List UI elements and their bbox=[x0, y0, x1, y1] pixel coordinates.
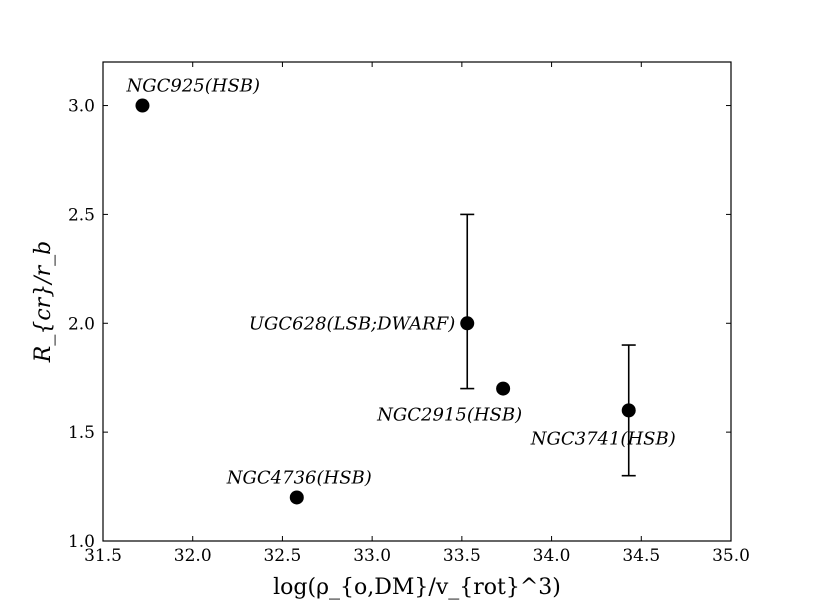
data-point bbox=[135, 98, 150, 113]
y-tick-label: 1.5 bbox=[68, 423, 95, 443]
data-points: NGC925(HSB) UGC628(LSB;DWARF) NGC2915(HSB)… bbox=[125, 76, 676, 505]
point-label: NGC2915(HSB) bbox=[376, 405, 522, 426]
data-point bbox=[621, 403, 636, 418]
data-point bbox=[289, 490, 304, 505]
point-label: UGC628(LSB;DWARF) bbox=[249, 313, 455, 334]
x-tick-label: 32.5 bbox=[263, 546, 301, 566]
y-axis-label: R_{cr}/r_b bbox=[31, 241, 56, 363]
x-axis-label: log(ρ_{o,DM}/v_{rot}^3) bbox=[273, 575, 561, 600]
x-tick-label: 34.0 bbox=[533, 546, 571, 566]
data-point-group: NGC4736(HSB) bbox=[226, 467, 372, 505]
x-tick-label: 33.0 bbox=[353, 546, 391, 566]
y-tick-label: 1.0 bbox=[68, 532, 95, 552]
y-tick-label: 2.5 bbox=[68, 205, 95, 225]
axis-ticks: 31.5 32.0 32.5 33.0 33.5 34.0 34.5 35.0 1.0 1.5 2.… bbox=[68, 62, 750, 566]
x-tick-label: 34.5 bbox=[622, 546, 660, 566]
data-point-group: NGC925(HSB) bbox=[125, 76, 260, 113]
data-point-group: NGC3741(HSB) bbox=[530, 344, 676, 477]
x-tick-label: 35.0 bbox=[712, 546, 750, 566]
data-point bbox=[496, 381, 511, 396]
data-point-group: UGC628(LSB;DWARF) bbox=[249, 213, 475, 390]
data-point bbox=[460, 316, 475, 331]
plot-frame bbox=[102, 61, 732, 542]
data-point-group: NGC2915(HSB) bbox=[376, 381, 522, 426]
x-tick-label: 32.0 bbox=[174, 546, 212, 566]
y-tick-label: 3.0 bbox=[68, 97, 95, 117]
point-label: NGC3741(HSB) bbox=[530, 428, 676, 449]
y-tick-label: 2.0 bbox=[68, 314, 95, 334]
point-label: NGC925(HSB) bbox=[125, 76, 260, 97]
x-tick-label: 31.5 bbox=[84, 546, 122, 566]
point-label: NGC4736(HSB) bbox=[226, 467, 372, 488]
x-tick-label: 33.5 bbox=[443, 546, 481, 566]
